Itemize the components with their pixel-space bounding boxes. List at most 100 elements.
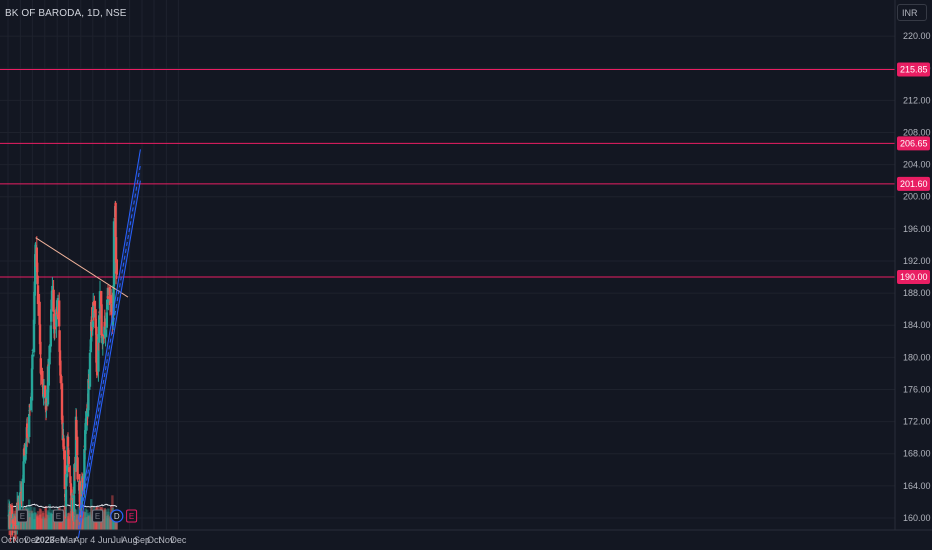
- volume-bar: [33, 519, 36, 530]
- volume-bar: [86, 517, 89, 530]
- candle-body: [32, 319, 36, 353]
- x-tick-label: Mar: [61, 535, 77, 545]
- candle-body: [87, 379, 90, 411]
- candle-body: [83, 449, 86, 489]
- volume-bar: [104, 509, 107, 530]
- y-tick-label: 172.00: [903, 417, 931, 427]
- earnings-marker: [126, 509, 138, 523]
- candle-body: [100, 291, 103, 306]
- candle-body: [58, 330, 61, 352]
- volume-bar: [88, 512, 92, 530]
- candle-body: [100, 304, 103, 336]
- volume-bar: [64, 509, 68, 530]
- drawings: [35, 149, 141, 539]
- candle-body: [52, 289, 55, 312]
- volume-bar: [28, 513, 31, 530]
- volume-bar: [41, 511, 44, 530]
- volume-bar: [105, 515, 108, 530]
- horizontal-levels: [0, 68, 895, 278]
- candle-body: [84, 430, 87, 451]
- volume-bar: [70, 510, 73, 530]
- volume-bar: [45, 514, 48, 530]
- y-tick-label: 168.00: [903, 449, 931, 459]
- y-tick-label: 192.00: [903, 256, 931, 266]
- candle-body: [34, 254, 37, 286]
- volume-bar: [103, 511, 106, 530]
- volume-bar: [30, 510, 33, 530]
- y-tick-label: 164.00: [903, 481, 931, 491]
- volume-bar: [44, 506, 48, 530]
- volume-bar: [83, 517, 86, 530]
- x-tick-label: Sep: [134, 535, 150, 545]
- price-level-label: 190.00: [900, 272, 928, 282]
- price-level-label: 201.60: [900, 179, 928, 189]
- candle-body: [36, 275, 39, 284]
- earnings-marker-label: E: [95, 512, 100, 521]
- volume-bar: [75, 519, 78, 530]
- candle-body: [96, 368, 99, 376]
- volume-bar: [38, 514, 41, 530]
- volume-bar: [63, 506, 66, 530]
- volume-bar: [53, 519, 56, 530]
- volume-bar: [44, 506, 47, 530]
- candle-body: [58, 300, 61, 327]
- volume-bar: [94, 516, 97, 530]
- candle-body: [61, 415, 64, 425]
- candle-body: [49, 325, 52, 347]
- volume-bar: [81, 519, 84, 530]
- candle-body: [12, 519, 15, 521]
- candle-body: [95, 360, 98, 372]
- channel-median-line: [77, 164, 141, 529]
- volume-bar: [101, 519, 104, 530]
- candle-body: [33, 281, 36, 296]
- volume-bar: [112, 517, 115, 530]
- volume-bar: [78, 516, 81, 530]
- volume-bar: [93, 516, 96, 530]
- volume-bar: [54, 515, 57, 530]
- grid: [0, 0, 895, 530]
- volume-bar: [73, 508, 76, 530]
- volume-bar: [53, 518, 56, 530]
- volume-bar: [65, 518, 68, 530]
- volume-bar: [21, 517, 24, 530]
- volume-bar: [40, 518, 43, 530]
- candle-body: [75, 419, 78, 441]
- volume-bar: [50, 513, 54, 530]
- volume-bar: [30, 511, 34, 530]
- volume-bar: [103, 508, 106, 530]
- dividend-marker: [110, 509, 124, 523]
- candle-body: [35, 247, 38, 267]
- x-tick-label: Nov: [158, 535, 175, 545]
- currency-button[interactable]: INR: [897, 4, 927, 21]
- candle-body: [86, 408, 90, 417]
- y-tick-label: 160.00: [903, 513, 931, 523]
- candle-body: [33, 291, 36, 324]
- candle-body: [89, 339, 92, 353]
- x-tick-label: Aug: [122, 535, 138, 545]
- volume-bar: [67, 512, 70, 530]
- volume-bar: [115, 517, 118, 530]
- volume-bar: [74, 509, 78, 530]
- candle-body: [51, 285, 54, 294]
- earnings-marker: [92, 509, 104, 523]
- volume-bar: [28, 499, 31, 530]
- volume-bar: [31, 512, 34, 530]
- volume-bar: [80, 518, 83, 530]
- price-level-tag: [897, 176, 930, 191]
- candle-body: [95, 326, 98, 363]
- volume-bar: [36, 515, 39, 530]
- volume-bar: [90, 499, 93, 530]
- volume-bar: [92, 514, 95, 530]
- candle-body: [104, 329, 107, 337]
- volume-bar: [47, 512, 50, 530]
- y-tick-label: 180.00: [903, 352, 931, 362]
- y-tick-label: 200.00: [903, 192, 931, 202]
- volume-bar: [58, 515, 62, 530]
- volume-bar: [83, 511, 86, 530]
- volume-bar: [56, 519, 59, 530]
- volume-bar: [67, 518, 70, 530]
- chart-title: BK OF BARODA, 1D, NSE: [5, 8, 127, 19]
- candle-body: [107, 299, 110, 303]
- volume-bar: [68, 512, 71, 530]
